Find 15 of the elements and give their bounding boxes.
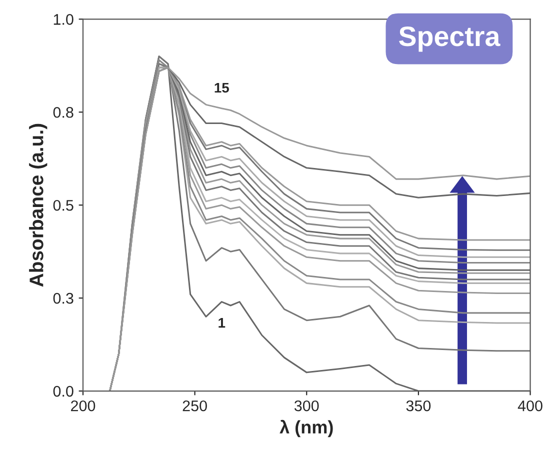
x-axis-title: λ (nm) xyxy=(280,420,333,438)
x-tick-label: 300 xyxy=(294,400,319,412)
annotation: 1 xyxy=(218,318,226,328)
annotation: Spectra xyxy=(399,26,500,52)
y-tick-label: 0.3 xyxy=(53,292,74,304)
y-tick-label: 0.5 xyxy=(53,200,74,211)
y-tick-label: 1.0 xyxy=(54,14,74,25)
x-tick-label: 200 xyxy=(71,400,96,412)
x-tick-label: 400 xyxy=(518,400,542,412)
annotation: 15 xyxy=(214,82,229,93)
y-tick-label: 0.0 xyxy=(53,386,74,397)
y-tick-label: 0.8 xyxy=(53,106,74,118)
x-tick-label: 250 xyxy=(182,400,207,412)
x-tick-label: 350 xyxy=(406,400,431,412)
y-axis-title: Absorbance (a.u.) xyxy=(29,124,48,287)
